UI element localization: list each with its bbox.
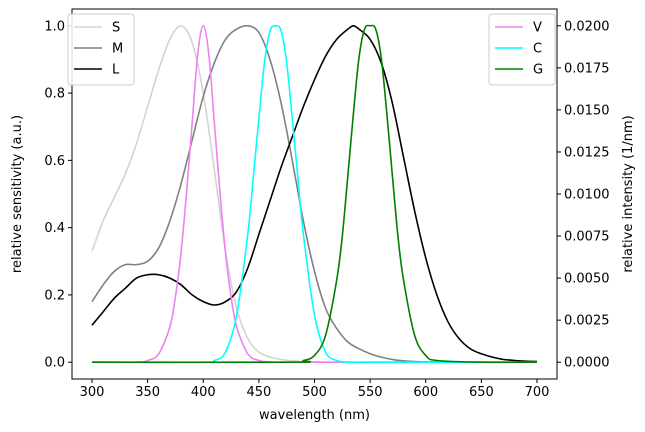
series-line-L bbox=[91, 25, 538, 363]
legend-label-G: G bbox=[533, 63, 543, 78]
legend-label-S: S bbox=[112, 21, 120, 36]
y-axis-left: 0.0 0.2 0.4 0.6 0.8 1.0 bbox=[44, 19, 72, 371]
y-axis-right: 0.0000 0.0025 0.0050 0.0075 0.0100 0.0125 0.01… bbox=[557, 19, 610, 371]
legend-right: VCG bbox=[488, 13, 556, 86]
x-tick-label: 350 bbox=[135, 385, 160, 400]
y-left-tick-label: 0.6 bbox=[44, 154, 65, 169]
x-tick-label: 400 bbox=[191, 385, 216, 400]
y-right-tick-label: 0.0025 bbox=[564, 314, 610, 329]
series-line-G bbox=[92, 24, 537, 364]
y-right-tick-label: 0.0200 bbox=[564, 19, 610, 34]
x-tick-label: 650 bbox=[469, 385, 494, 400]
x-tick-label: 500 bbox=[302, 385, 327, 400]
legend-box bbox=[488, 13, 556, 86]
series-line-C bbox=[92, 24, 537, 364]
y-right-tick-label: 0.0000 bbox=[564, 356, 610, 371]
y-axis-label-left: relative sensitivity (a.u.) bbox=[10, 115, 25, 273]
y-right-tick-label: 0.0150 bbox=[564, 103, 610, 118]
plot-frame bbox=[71, 8, 558, 380]
x-tick-label: 300 bbox=[80, 385, 105, 400]
legend-box bbox=[67, 13, 135, 86]
series-line-M bbox=[91, 24, 537, 364]
legend-label-M: M bbox=[112, 42, 123, 57]
y-left-tick-label: 0.2 bbox=[44, 288, 65, 303]
y-right-tick-label: 0.0100 bbox=[564, 188, 610, 203]
series-layer bbox=[91, 24, 538, 364]
y-right-tick-label: 0.0175 bbox=[564, 61, 610, 76]
legend-label-V: V bbox=[533, 21, 542, 36]
x-tick-label: 600 bbox=[413, 385, 438, 400]
y-right-tick-label: 0.0075 bbox=[564, 230, 610, 245]
y-axis-label-right: relative intensity (1/nm) bbox=[621, 115, 636, 272]
y-left-tick-label: 0.8 bbox=[44, 87, 65, 102]
x-axis-label: wavelength (nm) bbox=[259, 408, 370, 423]
x-axis: 300 350 400 450 500 550 600 650 700 bbox=[80, 379, 550, 400]
legend-label-L: L bbox=[112, 63, 120, 78]
y-right-tick-label: 0.0125 bbox=[564, 145, 610, 160]
x-tick-label: 450 bbox=[246, 385, 271, 400]
y-left-tick-label: 0.0 bbox=[44, 356, 65, 371]
y-left-tick-label: 0.4 bbox=[44, 221, 65, 236]
x-tick-label: 550 bbox=[358, 385, 383, 400]
x-tick-label: 700 bbox=[525, 385, 550, 400]
legend-label-C: C bbox=[533, 42, 542, 57]
y-right-tick-label: 0.0050 bbox=[564, 272, 610, 287]
legend-left: SML bbox=[67, 13, 135, 86]
y-left-tick-label: 1.0 bbox=[44, 19, 65, 34]
